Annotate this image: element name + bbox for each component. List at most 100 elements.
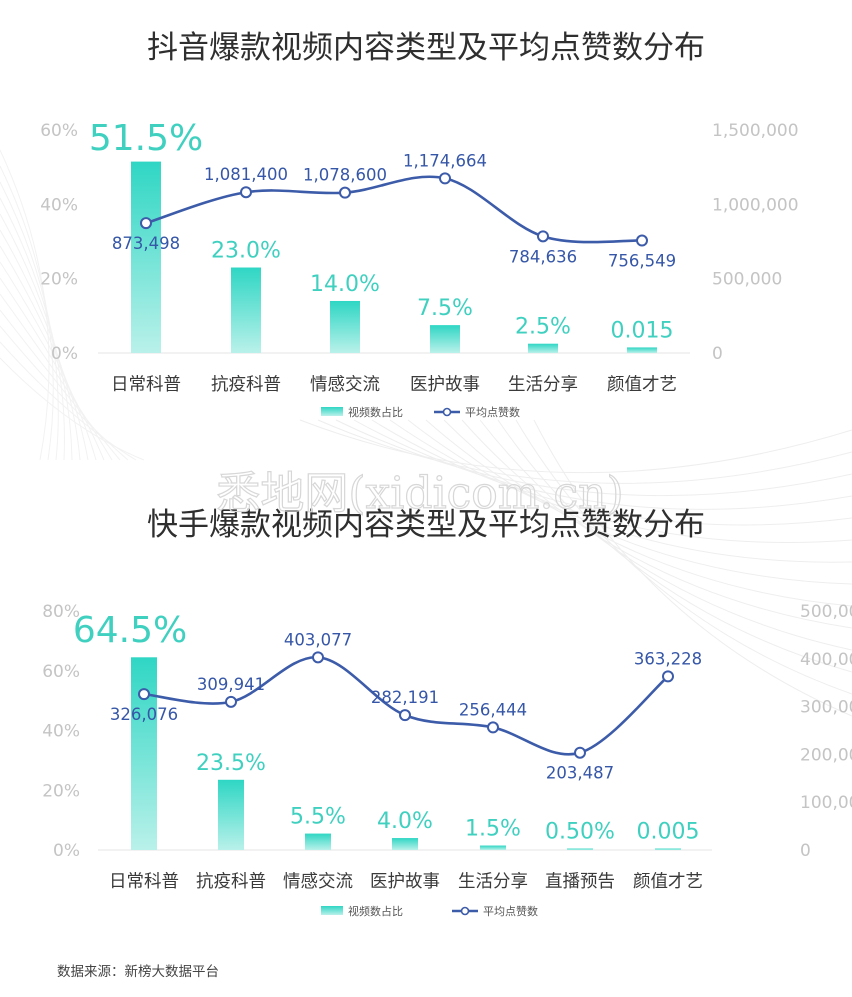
decor-curve	[0, 229, 81, 461]
bar-value-label: 14.0%	[310, 272, 380, 297]
decor-curve	[497, 419, 852, 673]
line-value-label: 403,077	[284, 630, 352, 649]
bar-value-label: 23.0%	[211, 239, 281, 264]
bar-value-label: 4.0%	[377, 809, 433, 834]
bar	[392, 838, 418, 850]
decor-curve	[335, 419, 852, 497]
legend-line-label: 平均点赞数	[465, 406, 520, 419]
chart-title: 快手爆款视频内容类型及平均点赞数分布	[147, 507, 705, 543]
y-left-tick-label: 20%	[40, 270, 78, 290]
chart-title: 抖音爆款视频内容类型及平均点赞数分布	[147, 30, 705, 66]
bar	[528, 343, 558, 353]
bar	[131, 161, 161, 353]
bar	[305, 833, 331, 850]
decor-curve	[0, 277, 105, 461]
line-point	[140, 217, 152, 230]
decor-curve	[389, 419, 852, 543]
bar	[131, 657, 157, 850]
decor-curve	[353, 419, 852, 510]
line-value-label: 282,191	[371, 688, 439, 707]
line-point	[662, 670, 674, 683]
line-point	[138, 688, 150, 701]
category-label: 颜值才艺	[607, 375, 677, 395]
line-value-label: 256,444	[459, 700, 527, 719]
y-left-tick-label: 80%	[42, 602, 80, 622]
category-label: 医护故事	[410, 375, 480, 395]
kuaishou-chart: 快手爆款视频内容类型及平均点赞数分布 80% 60% 40% 20% 0% 500,000 4…	[42, 507, 852, 918]
category-label: 日常科普	[111, 375, 181, 395]
background-decoration	[0, 149, 852, 717]
category-label: 直播预告	[545, 872, 615, 892]
decor-curve	[533, 419, 852, 717]
bar-value-label: 1.5%	[465, 817, 521, 842]
douyin-chart: 抖音爆款视频内容类型及平均点赞数分布 60% 40% 20% 0% 1,500,000 1,…	[40, 30, 798, 419]
category-label: 抗疫科普	[211, 375, 281, 395]
category-label: 抗疫科普	[196, 872, 266, 892]
legend-bar-label: 视频数占比	[348, 904, 403, 918]
line-value-label: 326,076	[110, 705, 178, 724]
y-right-tick-label: 500,000	[800, 602, 852, 622]
line-series	[145, 175, 643, 244]
bar-value-label: 0.015	[611, 318, 674, 343]
category-label: 日常科普	[109, 872, 179, 892]
y-left-tick-label: 40%	[42, 722, 80, 742]
y-left-tick-label: 0%	[53, 841, 80, 861]
decor-curve	[0, 341, 137, 461]
y-right-tick-label: 500,000	[712, 270, 782, 290]
y-right-tick-label: 400,000	[800, 650, 852, 670]
bar-value-label: 23.5%	[196, 751, 266, 776]
bar-value-label: 2.5%	[515, 315, 571, 340]
line-point	[312, 651, 324, 664]
decor-curve	[0, 261, 97, 461]
bar	[218, 779, 244, 850]
decor-curve	[0, 197, 65, 461]
y-left-tick-label: 20%	[42, 781, 80, 801]
bar-value-label: 51.5%	[89, 118, 203, 159]
decor-curve	[407, 419, 852, 563]
decor-curve	[0, 309, 121, 461]
line-value-label: 756,549	[608, 252, 676, 271]
y-left-tick-label: 60%	[42, 662, 80, 682]
bar	[231, 267, 261, 353]
decor-curve	[515, 419, 852, 695]
line-point	[339, 186, 351, 199]
bar-value-label: 5.5%	[290, 805, 346, 830]
decor-curve	[479, 419, 852, 651]
line-value-label: 784,636	[509, 247, 577, 266]
decor-curve	[0, 293, 113, 461]
y-right-tick-label: 300,000	[800, 698, 852, 718]
legend-bar-label: 视频数占比	[348, 405, 403, 419]
line-value-label: 203,487	[546, 764, 614, 783]
line-point	[636, 234, 648, 247]
category-label: 生活分享	[458, 872, 528, 892]
bar-value-label: 0.005	[637, 820, 700, 845]
bar-value-label: 7.5%	[417, 296, 473, 321]
decor-curve	[299, 419, 852, 474]
legend-bar-swatch	[321, 906, 343, 915]
category-label: 医护故事	[370, 872, 440, 892]
line-point	[487, 721, 499, 734]
line-point	[537, 230, 549, 243]
decor-curve	[371, 419, 852, 526]
line-value-label: 309,941	[197, 675, 265, 694]
line-point	[574, 746, 586, 759]
bar	[330, 300, 360, 353]
legend-line-marker	[460, 906, 470, 916]
line-value-label: 1,081,400	[204, 165, 288, 184]
legend-line-marker	[442, 407, 452, 417]
line-value-label: 1,174,664	[403, 151, 487, 170]
decor-curve	[0, 325, 129, 461]
legend-bar-swatch	[321, 407, 343, 416]
bar-value-label: 64.5%	[73, 610, 187, 651]
decor-curve	[0, 213, 73, 461]
category-label: 情感交流	[310, 375, 380, 395]
bar	[627, 347, 657, 353]
decor-curve	[443, 419, 852, 607]
y-right-tick-label: 0	[800, 841, 811, 861]
decor-curve	[0, 357, 145, 461]
bar	[567, 848, 593, 851]
watermark-text: 悉地网(xidicom.cn)	[216, 468, 623, 519]
y-left-tick-label: 60%	[40, 121, 78, 141]
legend-line-label: 平均点赞数	[483, 905, 538, 918]
